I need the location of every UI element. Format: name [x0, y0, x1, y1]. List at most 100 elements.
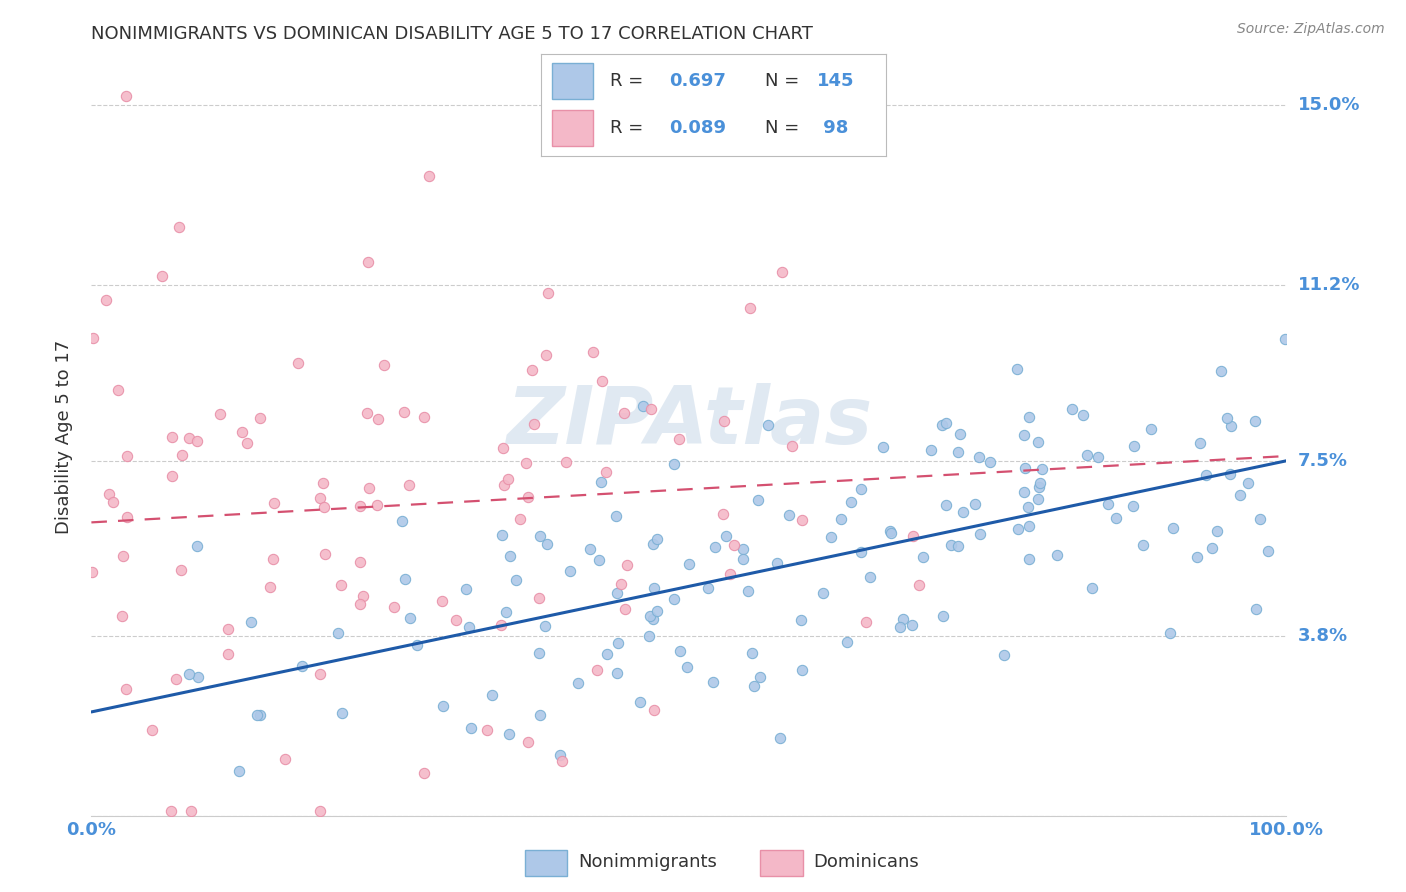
Bar: [759, 850, 803, 876]
Point: [740, 301, 762, 315]
Point: [186, 539, 208, 553]
Point: [520, 363, 543, 377]
Point: [1028, 480, 1050, 494]
Point: [262, 552, 284, 566]
Point: [505, 573, 527, 587]
Point: [1237, 475, 1260, 490]
Point: [373, 358, 395, 372]
Point: [965, 497, 987, 511]
Point: [249, 410, 271, 425]
Point: [591, 374, 613, 388]
Point: [748, 670, 770, 684]
Point: [150, 269, 173, 284]
Point: [398, 611, 420, 625]
Text: 15.0%: 15.0%: [1298, 96, 1360, 114]
Point: [496, 472, 519, 486]
Text: Nonimmigrants: Nonimmigrants: [578, 853, 717, 871]
Point: [418, 169, 440, 183]
Point: [643, 581, 665, 595]
Point: [664, 592, 686, 607]
Point: [851, 545, 873, 559]
Point: [170, 563, 193, 577]
Point: [567, 676, 589, 690]
Text: 0.697: 0.697: [669, 71, 725, 90]
Point: [1005, 362, 1028, 376]
Point: [582, 344, 605, 359]
Point: [792, 663, 814, 677]
Point: [430, 594, 453, 608]
Point: [1014, 485, 1036, 500]
Point: [993, 648, 1015, 662]
Point: [1244, 414, 1267, 428]
Point: [475, 723, 498, 737]
Point: [718, 566, 741, 581]
Point: [291, 658, 314, 673]
Point: [744, 679, 766, 693]
Point: [499, 549, 522, 563]
Point: [115, 450, 138, 464]
Point: [141, 723, 163, 737]
Point: [790, 512, 813, 526]
Point: [901, 618, 924, 632]
Point: [952, 505, 974, 519]
Point: [115, 682, 138, 697]
Point: [394, 405, 416, 419]
Point: [186, 434, 208, 449]
Point: [352, 589, 374, 603]
Point: [492, 441, 515, 455]
Point: [935, 416, 957, 430]
Point: [489, 618, 512, 632]
Point: [357, 481, 380, 495]
Point: [1081, 581, 1104, 595]
Point: [534, 619, 557, 633]
Point: [912, 549, 935, 564]
Point: [287, 356, 309, 370]
Point: [931, 418, 953, 433]
Text: 7.5%: 7.5%: [1298, 451, 1347, 470]
Bar: [551, 62, 593, 99]
Point: [585, 663, 607, 677]
Point: [920, 442, 942, 457]
Point: [217, 647, 239, 661]
Point: [676, 659, 699, 673]
Point: [517, 735, 540, 749]
Point: [498, 726, 520, 740]
Point: [733, 551, 755, 566]
Point: [946, 539, 969, 553]
Point: [872, 440, 894, 454]
Point: [548, 748, 571, 763]
Point: [946, 444, 969, 458]
Point: [1017, 500, 1039, 515]
Point: [1076, 449, 1098, 463]
Point: [628, 695, 651, 709]
Point: [332, 706, 354, 721]
Point: [312, 500, 335, 515]
Point: [187, 669, 209, 683]
Point: [662, 457, 685, 471]
Point: [969, 450, 991, 465]
Point: [231, 425, 253, 439]
Point: [820, 530, 842, 544]
Point: [932, 609, 955, 624]
Point: [349, 500, 371, 514]
Point: [643, 537, 665, 551]
Point: [1201, 541, 1223, 555]
Point: [647, 533, 669, 547]
Point: [80, 565, 103, 579]
Point: [558, 564, 581, 578]
Point: [1257, 544, 1279, 558]
Point: [645, 604, 668, 618]
Point: [1244, 601, 1267, 615]
Point: [908, 578, 931, 592]
Point: [179, 667, 201, 681]
Point: [678, 557, 700, 571]
Point: [741, 646, 763, 660]
Point: [778, 508, 800, 523]
Point: [412, 409, 434, 424]
Point: [111, 609, 134, 624]
Point: [839, 494, 862, 508]
Point: [1018, 552, 1040, 566]
Point: [935, 498, 957, 512]
Text: Source: ZipAtlas.com: Source: ZipAtlas.com: [1237, 22, 1385, 37]
Point: [859, 569, 882, 583]
